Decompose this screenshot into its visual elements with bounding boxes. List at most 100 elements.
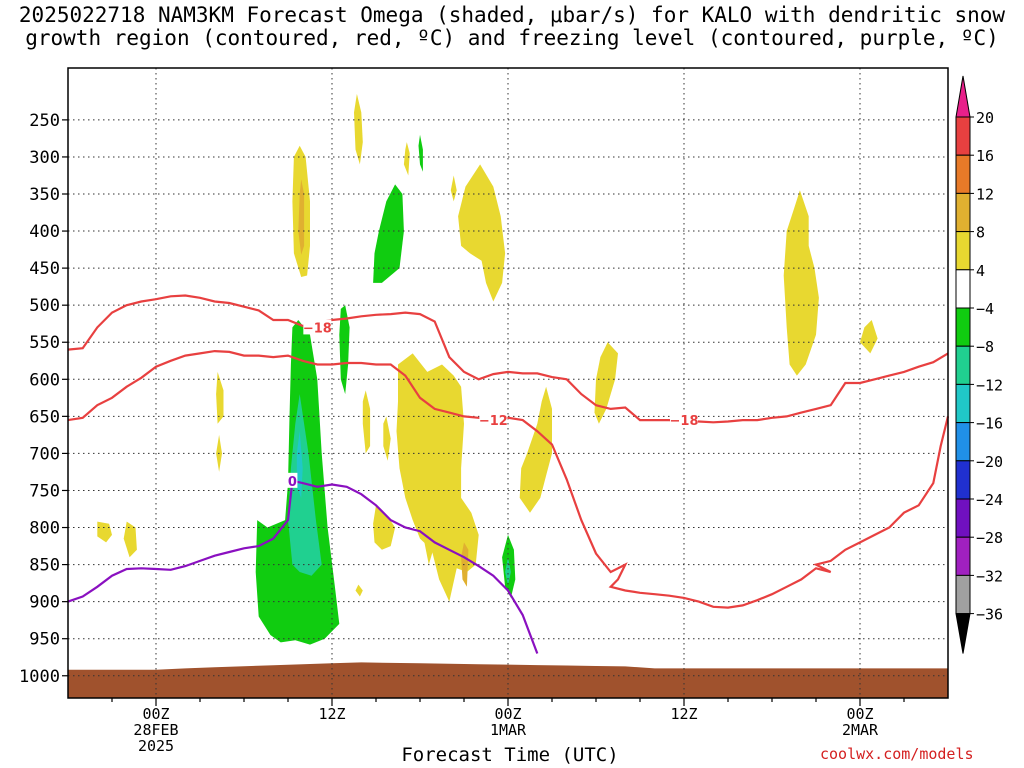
x-tick-label: 12Z xyxy=(318,705,345,723)
x-tick-label: 00Z xyxy=(846,705,873,723)
x-tick-label: 1MAR xyxy=(490,721,527,739)
omega-region-plus4 xyxy=(519,386,552,513)
x-tick-label: 2025 xyxy=(138,737,174,755)
omega-region-plus4 xyxy=(403,142,410,176)
omega-region-plus4 xyxy=(783,190,819,376)
omega-region-minus8 xyxy=(288,394,322,576)
x-axis-label: Forecast Time (UTC) xyxy=(401,744,619,766)
y-tick-label: 650 xyxy=(29,407,60,427)
colorbar-segment xyxy=(955,231,971,271)
omega-region-plus4 xyxy=(422,438,434,565)
omega-region-plus4 xyxy=(450,175,457,202)
colorbar-label: −20 xyxy=(976,453,1003,471)
omega-region-plus4 xyxy=(458,164,506,302)
colorbar: 20 16 12 8 4 −4 −8 −12 −16 −20 −24 −28 −32 −36 xyxy=(955,75,1003,654)
contour-label: −18 xyxy=(303,321,332,336)
dgz-contour-upper xyxy=(67,294,949,424)
x-tick-label: 00Z xyxy=(494,705,521,723)
omega-region-plus8 xyxy=(461,542,469,587)
omega-region-minus8 xyxy=(505,557,511,586)
colorbar-segment xyxy=(955,345,971,385)
colorbar-segment xyxy=(955,192,971,233)
colorbar-segment xyxy=(955,460,971,500)
colorbar-label: 4 xyxy=(976,262,985,280)
chart-title-line-2: growth region (contoured, red, ºC) and f… xyxy=(25,26,999,50)
colorbar-label: −4 xyxy=(976,300,994,318)
colorbar-label: −12 xyxy=(976,376,1003,394)
colorbar-label: 8 xyxy=(976,224,985,242)
omega-region-plus4 xyxy=(123,521,137,558)
terrain xyxy=(68,662,948,698)
colorbar-segment xyxy=(955,498,971,538)
omega-region-plus8 xyxy=(298,179,305,255)
omega-region-minus4 xyxy=(373,184,404,283)
colorbar-segment xyxy=(955,536,971,576)
colorbar-bottom-arrow xyxy=(955,613,971,654)
omega-region-plus4 xyxy=(383,416,391,461)
y-tick-label: 800 xyxy=(29,519,60,539)
contour-label-bg xyxy=(670,412,698,428)
x-tick-label: 28FEB xyxy=(133,721,178,739)
omega-region-plus4 xyxy=(216,371,224,424)
colorbar-segment xyxy=(955,154,971,194)
grid-lines xyxy=(68,68,948,698)
contour-label: −12 xyxy=(479,414,508,429)
y-tick-label: 750 xyxy=(29,481,60,501)
y-tick-label: 500 xyxy=(29,296,60,316)
omega-shading xyxy=(97,93,878,645)
colorbar-label: 12 xyxy=(976,185,994,203)
y-tick-label: 400 xyxy=(29,222,60,242)
y-tick-label: 300 xyxy=(29,148,60,168)
colorbar-segment xyxy=(955,383,971,424)
contour-label-bg xyxy=(303,319,332,335)
contour-label: −18 xyxy=(670,414,699,429)
contours xyxy=(67,294,950,654)
colorbar-label: 16 xyxy=(976,147,994,165)
freezing-level-contour xyxy=(67,479,539,654)
omega-region-plus4 xyxy=(860,320,878,354)
colorbar-segment xyxy=(955,307,971,347)
y-tick-label: 1000 xyxy=(19,667,60,687)
chart-title-line-1: 2025022718 NAM3KM Forecast Omega (shaded… xyxy=(18,3,1006,27)
chart-title: 2025022718 NAM3KM Forecast Omega (shaded… xyxy=(0,4,1024,50)
colorbar-label: −16 xyxy=(976,415,1003,433)
colorbar-label: −8 xyxy=(976,338,994,356)
colorbar-label: −28 xyxy=(976,529,1003,547)
credit-link[interactable]: coolwx.com/models xyxy=(820,745,974,763)
y-tick-label: 900 xyxy=(29,593,60,613)
x-tick-label: 12Z xyxy=(670,705,697,723)
x-tick-label: 00Z xyxy=(142,705,169,723)
dgz-contour-lower xyxy=(67,349,950,609)
y-tick-label: 600 xyxy=(29,370,60,390)
contour-label-bg xyxy=(287,472,298,488)
colorbar-label: −32 xyxy=(976,567,1003,585)
colorbar-label: 20 xyxy=(976,109,994,127)
colorbar-segment xyxy=(955,422,971,462)
colorbar-label: −24 xyxy=(976,491,1003,509)
y-tick-label: 450 xyxy=(29,259,60,279)
contour-label-bg xyxy=(479,412,508,428)
omega-region-plus4 xyxy=(354,93,363,165)
colorbar-top-arrow xyxy=(955,75,971,118)
y-tick-label: 700 xyxy=(29,444,60,464)
y-tick-label: 350 xyxy=(29,185,60,205)
colorbar-segment xyxy=(955,116,971,156)
contour-labels: −18 −12 −18 0 xyxy=(287,319,699,490)
y-tick-label: 850 xyxy=(29,556,60,576)
omega-region-minus4 xyxy=(339,305,350,395)
omega-region-plus4 xyxy=(355,584,363,597)
y-axis: 250 300 350 400 450 500 550 600 650 700 750 800 850 9… xyxy=(19,111,68,687)
y-tick-label: 250 xyxy=(29,111,60,131)
colorbar-segment xyxy=(955,269,971,309)
x-tick-label: 2MAR xyxy=(842,721,879,739)
colorbar-segment xyxy=(955,574,971,615)
omega-region-plus4 xyxy=(97,521,112,543)
omega-region-plus4 xyxy=(362,390,371,454)
y-tick-label: 550 xyxy=(29,333,60,353)
colorbar-label: −36 xyxy=(976,606,1003,624)
omega-region-minus4 xyxy=(418,134,423,172)
contour-label: 0 xyxy=(288,475,297,490)
omega-region-plus4 xyxy=(594,342,618,424)
